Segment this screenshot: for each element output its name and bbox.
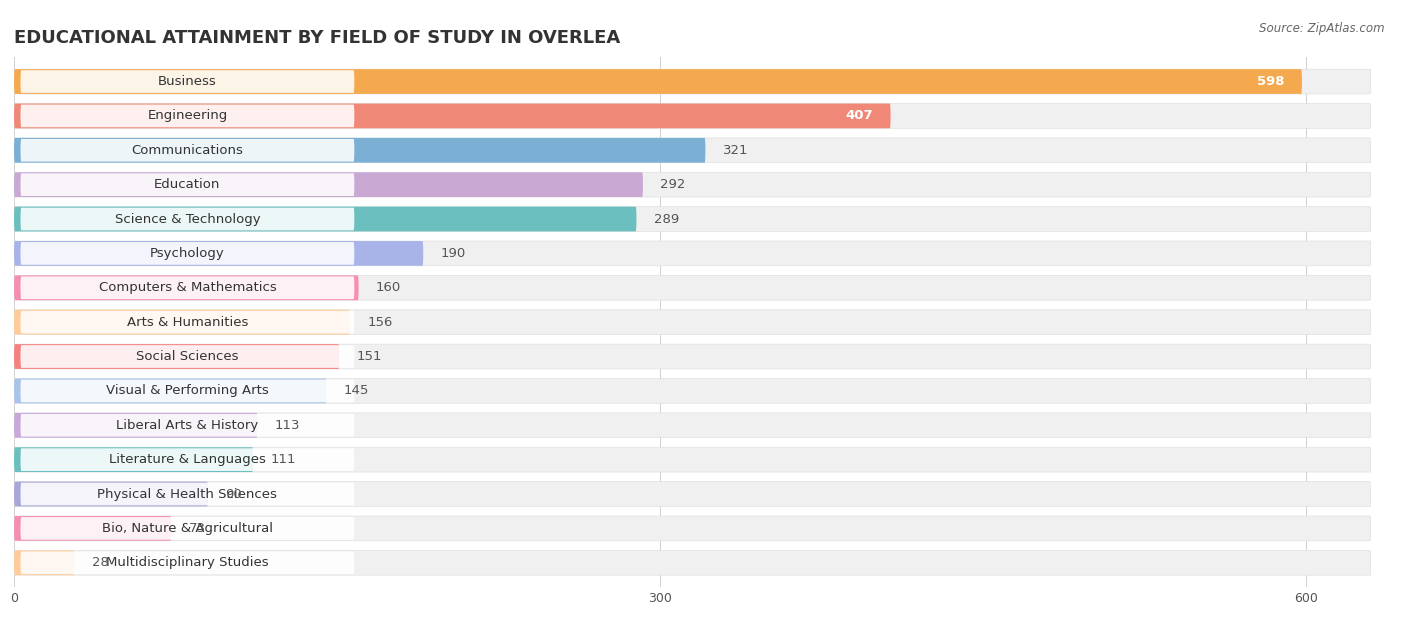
Text: 90: 90 [225, 488, 242, 500]
Text: Multidisciplinary Studies: Multidisciplinary Studies [105, 557, 269, 569]
FancyBboxPatch shape [14, 379, 1371, 403]
FancyBboxPatch shape [21, 139, 354, 162]
FancyBboxPatch shape [14, 241, 1371, 266]
FancyBboxPatch shape [14, 481, 1371, 507]
Text: Arts & Humanities: Arts & Humanities [127, 316, 247, 329]
FancyBboxPatch shape [21, 380, 354, 402]
Text: 113: 113 [274, 419, 299, 432]
FancyBboxPatch shape [21, 70, 354, 93]
FancyBboxPatch shape [21, 345, 354, 368]
FancyBboxPatch shape [14, 103, 1371, 128]
Text: Science & Technology: Science & Technology [115, 213, 260, 225]
FancyBboxPatch shape [21, 242, 354, 265]
FancyBboxPatch shape [21, 276, 354, 299]
Text: EDUCATIONAL ATTAINMENT BY FIELD OF STUDY IN OVERLEA: EDUCATIONAL ATTAINMENT BY FIELD OF STUDY… [14, 29, 620, 47]
FancyBboxPatch shape [14, 550, 75, 575]
FancyBboxPatch shape [14, 413, 257, 438]
Text: 289: 289 [654, 213, 679, 225]
FancyBboxPatch shape [21, 414, 354, 437]
Text: 145: 145 [343, 384, 368, 398]
Text: 190: 190 [440, 247, 465, 260]
FancyBboxPatch shape [14, 310, 1371, 334]
FancyBboxPatch shape [14, 138, 1371, 163]
FancyBboxPatch shape [21, 551, 354, 574]
FancyBboxPatch shape [14, 138, 706, 163]
Text: 160: 160 [375, 281, 401, 294]
FancyBboxPatch shape [21, 174, 354, 196]
FancyBboxPatch shape [14, 207, 1371, 232]
Text: Physical & Health Sciences: Physical & Health Sciences [97, 488, 277, 500]
Text: 292: 292 [661, 178, 686, 191]
Text: Psychology: Psychology [150, 247, 225, 260]
Text: 407: 407 [846, 109, 873, 122]
FancyBboxPatch shape [14, 207, 637, 232]
FancyBboxPatch shape [14, 69, 1302, 94]
FancyBboxPatch shape [21, 517, 354, 540]
Text: 598: 598 [1257, 75, 1285, 88]
FancyBboxPatch shape [21, 311, 354, 334]
Text: Literature & Languages: Literature & Languages [110, 453, 266, 466]
FancyBboxPatch shape [14, 481, 208, 507]
Text: Source: ZipAtlas.com: Source: ZipAtlas.com [1260, 22, 1385, 35]
FancyBboxPatch shape [14, 275, 1371, 300]
FancyBboxPatch shape [14, 241, 423, 266]
Text: Education: Education [155, 178, 221, 191]
FancyBboxPatch shape [14, 447, 253, 472]
FancyBboxPatch shape [14, 172, 643, 197]
FancyBboxPatch shape [14, 516, 172, 541]
Text: 73: 73 [188, 522, 205, 535]
Text: 151: 151 [357, 350, 382, 363]
Text: Communications: Communications [132, 144, 243, 156]
FancyBboxPatch shape [14, 413, 1371, 438]
FancyBboxPatch shape [14, 103, 890, 128]
Text: Liberal Arts & History: Liberal Arts & History [117, 419, 259, 432]
FancyBboxPatch shape [14, 310, 350, 334]
FancyBboxPatch shape [14, 275, 359, 300]
Text: Business: Business [157, 75, 217, 88]
Text: Computers & Mathematics: Computers & Mathematics [98, 281, 277, 294]
FancyBboxPatch shape [14, 516, 1371, 541]
Text: Bio, Nature & Agricultural: Bio, Nature & Agricultural [101, 522, 273, 535]
Text: Social Sciences: Social Sciences [136, 350, 239, 363]
FancyBboxPatch shape [14, 447, 1371, 472]
FancyBboxPatch shape [21, 208, 354, 230]
Text: 156: 156 [367, 316, 392, 329]
Text: 321: 321 [723, 144, 748, 156]
Text: Visual & Performing Arts: Visual & Performing Arts [105, 384, 269, 398]
FancyBboxPatch shape [14, 172, 1371, 197]
FancyBboxPatch shape [14, 550, 1371, 575]
FancyBboxPatch shape [21, 448, 354, 471]
FancyBboxPatch shape [21, 483, 354, 505]
Text: Engineering: Engineering [148, 109, 228, 122]
FancyBboxPatch shape [14, 344, 1371, 369]
Text: 111: 111 [270, 453, 295, 466]
FancyBboxPatch shape [14, 69, 1371, 94]
Text: 28: 28 [91, 557, 108, 569]
FancyBboxPatch shape [14, 379, 326, 403]
FancyBboxPatch shape [14, 344, 339, 369]
FancyBboxPatch shape [21, 105, 354, 127]
